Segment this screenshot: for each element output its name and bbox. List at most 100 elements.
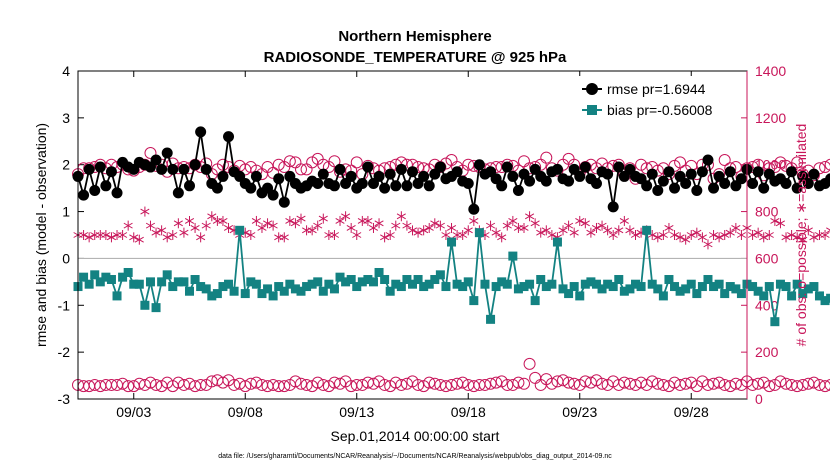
bias-marker: [240, 289, 250, 299]
bias-marker: [748, 282, 758, 292]
legend-rmse-label: rmse pr=1.6944: [607, 81, 706, 97]
bias-marker: [357, 277, 367, 287]
obs-assimilated-marker: [341, 211, 351, 222]
obs-assimilated-marker: [708, 230, 719, 240]
bias-marker: [603, 279, 613, 289]
rmse-marker: [501, 161, 513, 173]
obs-assimilated-marker: [580, 218, 590, 229]
obs-assimilated-marker: [391, 220, 401, 231]
bias-marker: [731, 284, 741, 294]
x-tick-label: 09/23: [562, 404, 597, 420]
rmse-marker: [702, 154, 714, 166]
obs-assimilated-marker: [352, 230, 362, 240]
bias-marker: [820, 296, 830, 306]
obs-possible-marker: [674, 378, 687, 391]
rmse-marker: [317, 168, 329, 180]
obs-assimilated-marker: [731, 222, 741, 233]
bias-marker: [218, 282, 228, 292]
bias-marker: [168, 282, 178, 292]
obs-assimilated-marker: [497, 232, 507, 243]
obs-assimilated-marker: [798, 234, 808, 245]
bias-marker: [486, 314, 496, 324]
rmse-marker: [808, 168, 820, 180]
obs-assimilated-marker: [697, 232, 707, 243]
obs-possible-marker: [523, 357, 536, 370]
rmse-marker: [551, 163, 563, 175]
obs-possible-marker: [646, 375, 659, 388]
obs-possible-marker: [300, 378, 313, 391]
obs-assimilated-marker: [625, 225, 635, 236]
obs-assimilated-marker: [541, 225, 551, 236]
obs-possible-marker: [752, 377, 765, 390]
rmse-marker: [685, 168, 697, 180]
obs-possible-marker: [278, 380, 291, 393]
obs-possible-marker: [518, 377, 530, 390]
obs-assimilated-marker: [296, 213, 306, 224]
obs-assimilated-marker: [669, 230, 680, 240]
bias-marker: [636, 282, 646, 292]
y-left-tick-label: -2: [58, 344, 71, 360]
bias-marker: [519, 282, 529, 292]
y-left-tick-label: 3: [62, 110, 70, 126]
y-axis-label-right: # of obs: o=possible; ∗=assimilated: [793, 124, 809, 347]
obs-assimilated-marker: [157, 225, 167, 236]
rmse-marker: [401, 180, 413, 192]
bias-marker: [692, 289, 702, 299]
bias-marker: [736, 289, 746, 299]
obs-possible-marker: [512, 376, 525, 389]
obs-assimilated-marker: [558, 225, 568, 236]
bias-marker: [212, 289, 222, 299]
x-tick-label: 09/28: [674, 404, 709, 420]
obs-possible-marker: [679, 377, 692, 390]
bias-marker: [513, 284, 523, 294]
obs-possible-marker: [439, 380, 452, 393]
bias-marker: [251, 279, 261, 289]
rmse-marker: [802, 177, 814, 189]
rmse-marker: [607, 201, 619, 213]
bias-marker: [469, 296, 479, 306]
rmse-marker: [691, 184, 703, 196]
obs-assimilated-marker: [664, 222, 674, 233]
obs-assimilated-marker: [781, 232, 791, 243]
obs-possible-marker: [540, 151, 553, 164]
obs-possible-marker: [144, 147, 157, 159]
obs-possible-marker: [289, 375, 302, 388]
obs-possible-marker: [791, 380, 804, 393]
rmse-marker: [602, 168, 614, 180]
bias-marker: [697, 282, 707, 292]
obs-assimilated-marker: [402, 220, 412, 231]
bias-marker: [814, 291, 824, 301]
bias-marker: [447, 237, 457, 247]
x-axis-label: Sep.01,2014 00:00:00 start: [331, 428, 500, 444]
obs-assimilated-marker: [485, 220, 496, 231]
rmse-marker: [791, 182, 803, 194]
bias-marker: [151, 303, 161, 313]
bias-marker: [263, 284, 273, 294]
bias-marker: [552, 237, 562, 247]
rmse-marker: [708, 182, 720, 194]
rmse-marker: [613, 161, 625, 173]
bias-marker: [725, 282, 735, 292]
rmse-marker: [195, 126, 207, 138]
rmse-marker: [512, 184, 524, 196]
rmse-marker: [395, 163, 407, 175]
obs-assimilated-marker: [430, 218, 440, 229]
bias-marker: [341, 277, 351, 287]
obs-possible-marker: [267, 166, 280, 179]
bias-marker: [296, 286, 306, 296]
bias-marker: [474, 228, 484, 238]
obs-assimilated-marker: [329, 230, 340, 240]
rmse-marker: [362, 161, 374, 173]
obs-assimilated-marker: [196, 232, 206, 243]
obs-possible-marker: [651, 377, 664, 390]
obs-assimilated-marker: [502, 220, 512, 231]
obs-assimilated-marker: [469, 215, 479, 226]
rmse-marker: [752, 166, 764, 178]
bias-marker: [764, 282, 774, 292]
bias-marker: [502, 279, 512, 289]
bias-marker: [257, 289, 267, 299]
bias-marker: [508, 251, 518, 261]
obs-possible-marker: [328, 155, 341, 168]
bias-marker: [112, 291, 122, 301]
bias-marker: [564, 289, 574, 299]
